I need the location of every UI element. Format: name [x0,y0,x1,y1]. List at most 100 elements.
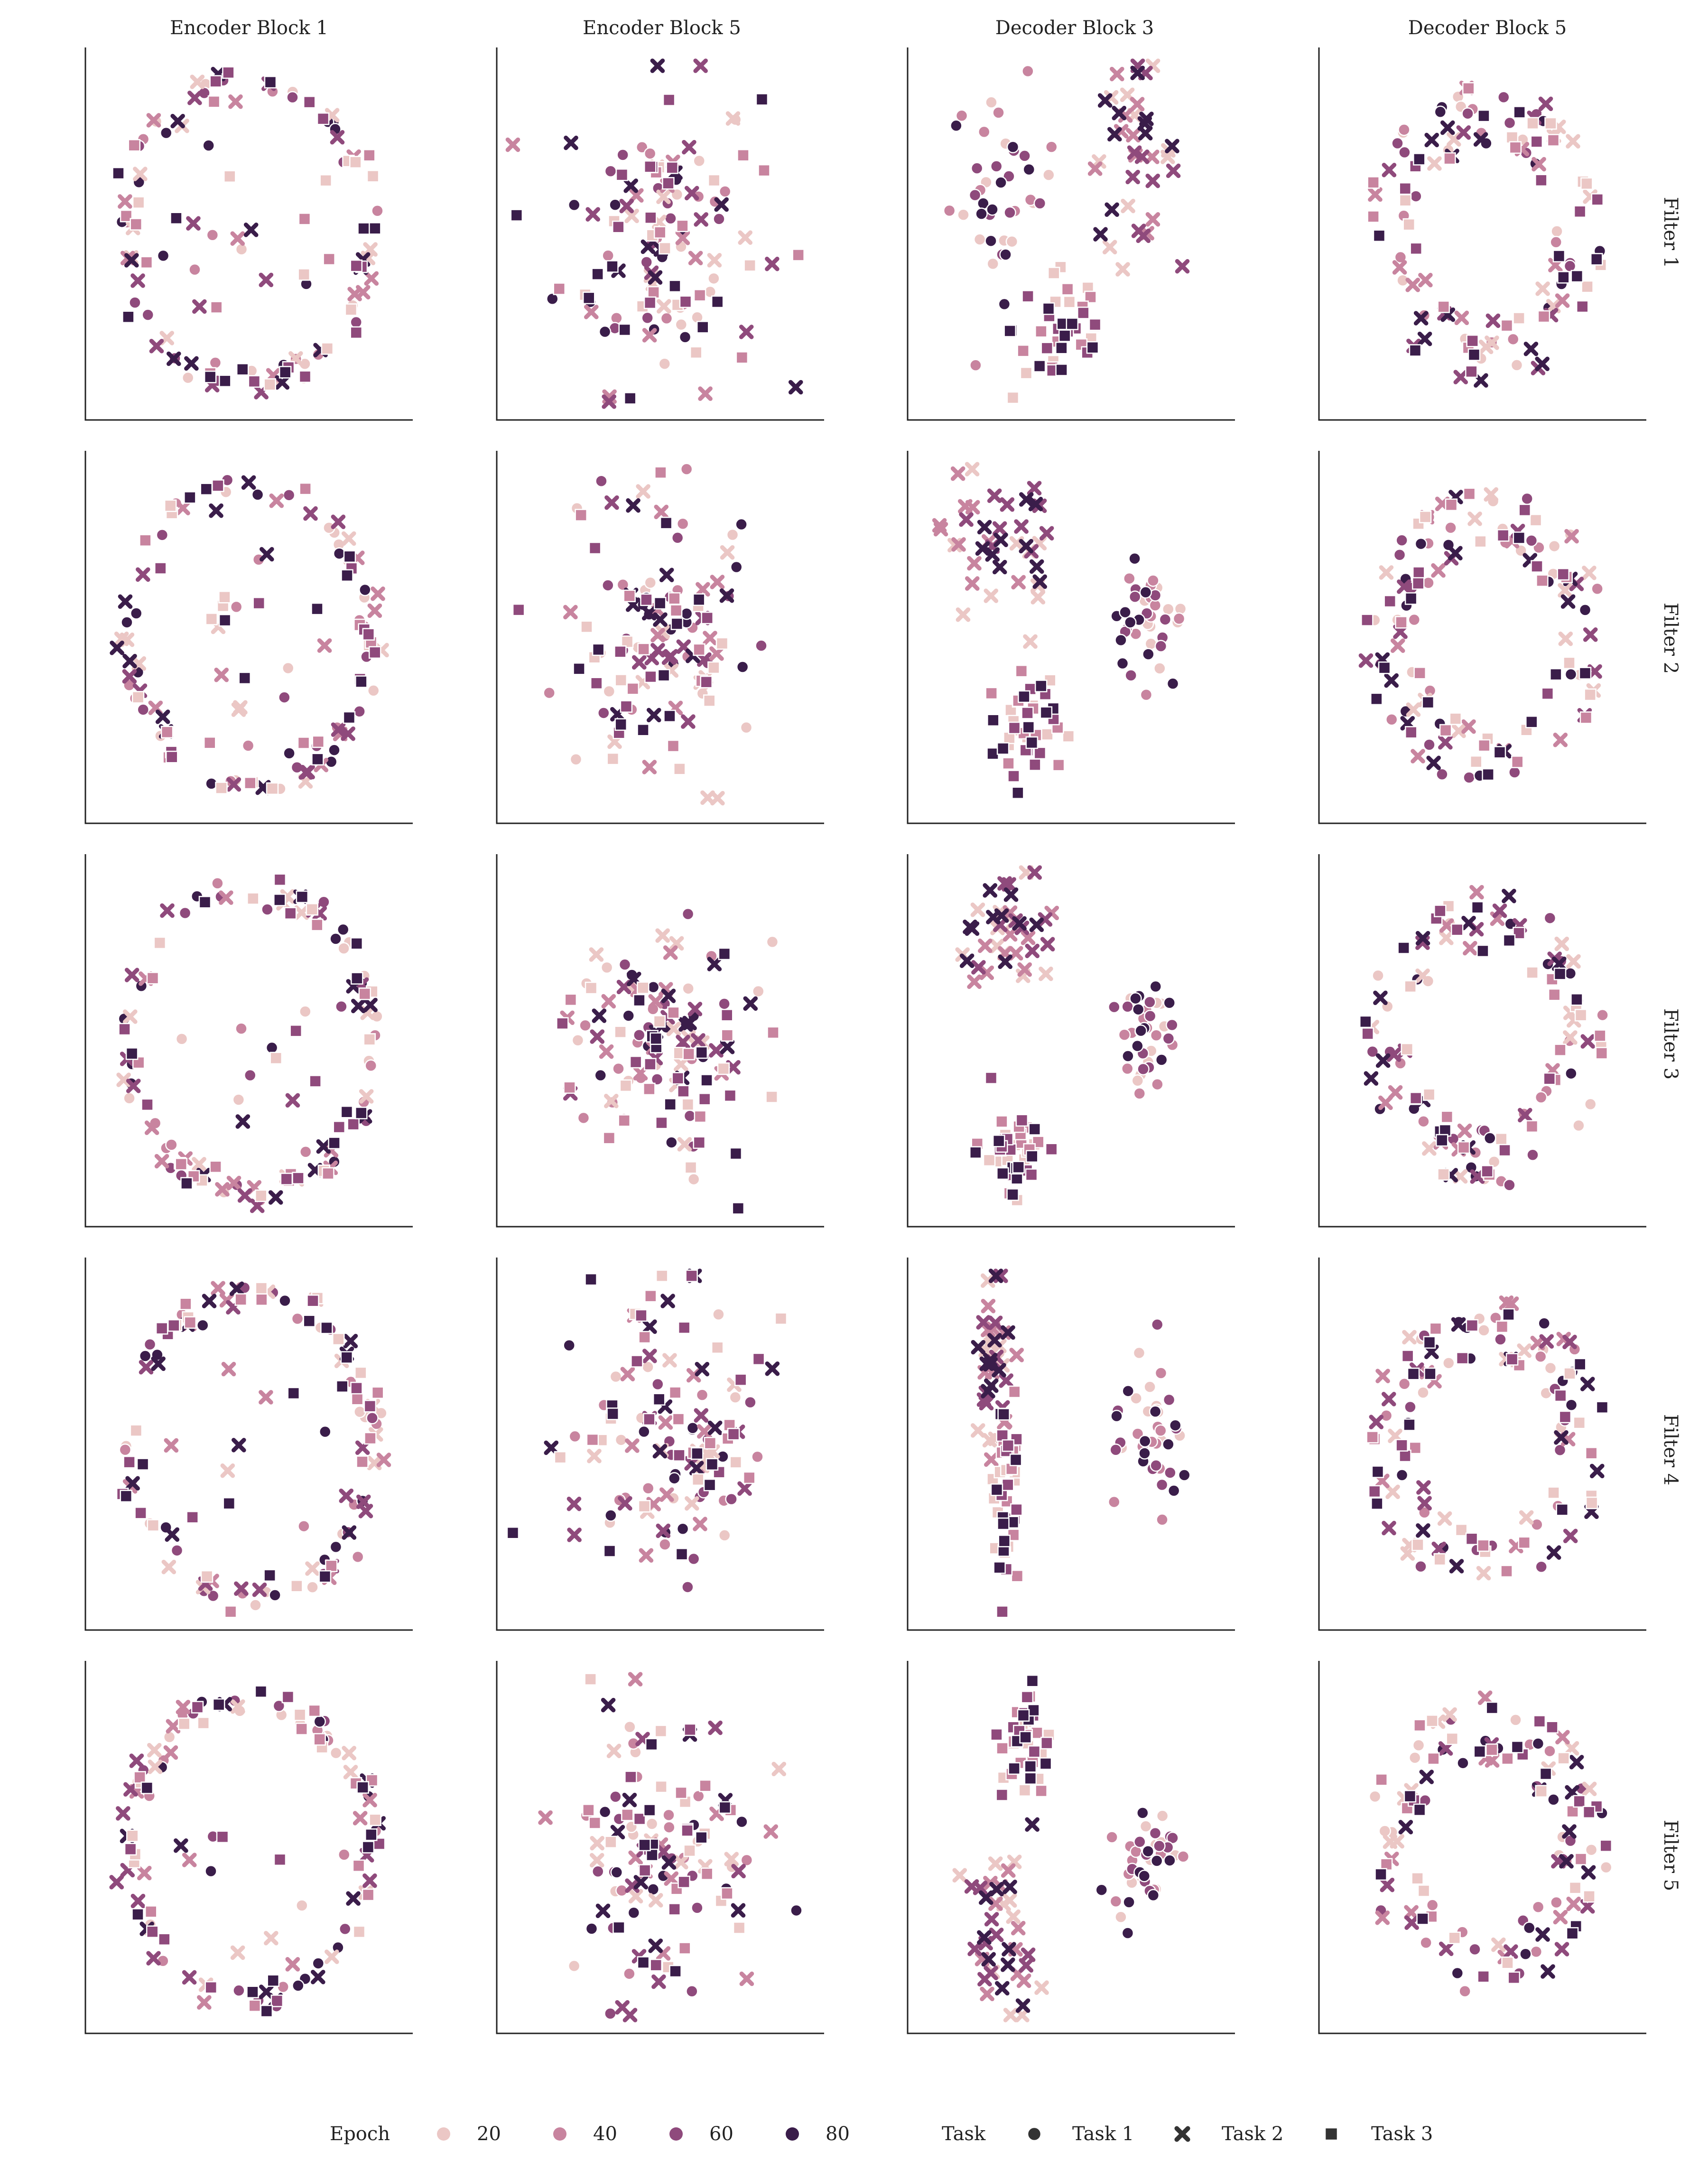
point-task1-epoch40 [1420,1936,1432,1949]
point-task1-epoch80 [292,1979,305,1992]
point-task3-epoch40 [1443,152,1456,165]
point-task2-epoch80 [642,1319,657,1334]
point-task3-epoch40 [667,739,680,753]
point-task3-epoch60 [1466,335,1479,347]
point-task1-epoch20 [726,528,739,541]
axis-spine [84,1258,413,1631]
point-task2-epoch60 [973,1881,988,1895]
point-task2-epoch40 [675,231,690,245]
legend-task3-marker [1324,2127,1338,2141]
point-task1-epoch20 [1368,1790,1382,1803]
axis-spine [907,1661,1235,2034]
point-task2-epoch20 [231,1699,245,1714]
point-task1-epoch20 [740,721,753,734]
point-task3-epoch20 [255,1189,268,1202]
point-task3-epoch80 [1009,1454,1022,1466]
point-task1-epoch20 [567,1959,581,1973]
panel-r3-c3 [907,854,1235,1228]
point-task2-epoch60 [339,1488,354,1503]
point-task3-epoch20 [1526,966,1539,979]
point-task1-epoch60 [1414,1560,1427,1573]
point-task3-epoch20 [614,674,628,687]
point-task2-epoch60 [984,1966,998,1981]
point-task1-epoch20 [123,1092,136,1105]
legend-hue-label-40: 40 [593,2123,617,2145]
point-task2-epoch40 [664,1871,679,1886]
point-task3-epoch60 [662,177,675,190]
point-task3-epoch60 [141,1098,154,1111]
point-task1-epoch60 [1391,137,1404,150]
point-task1-epoch40 [1107,1495,1121,1509]
point-task3-epoch40 [1554,1044,1567,1056]
column-titles: Encoder Block 1 Encoder Block 5 Decoder … [170,17,1567,39]
point-task3-epoch60 [1546,1721,1559,1733]
point-task2-epoch60 [130,273,145,288]
point-task2-epoch20 [1439,931,1454,945]
point-task3-epoch80 [356,1781,369,1794]
point-task1-epoch80 [1565,1398,1578,1411]
point-task1-epoch80 [1532,1737,1545,1750]
point-task2-epoch80 [1416,1523,1430,1538]
point-task2-epoch60 [1382,162,1397,177]
point-task1-epoch20 [306,1581,319,1593]
point-task1-epoch40 [277,1980,289,1994]
point-task1-epoch20 [600,961,613,974]
point-task3-epoch40 [996,1742,1009,1755]
panel-r1-c1 [84,47,413,421]
point-task2-epoch80 [1165,139,1179,154]
point-task1-epoch40 [1154,1424,1167,1437]
point-task1-epoch40 [577,1111,590,1125]
point-task1-epoch60 [1404,1400,1417,1414]
point-task1-epoch80 [1134,1024,1147,1037]
point-task3-epoch40 [1477,1539,1490,1552]
point-task1-epoch60 [609,1790,622,1803]
point-task1-epoch20 [957,208,970,221]
legend-task1-glyph [1027,2126,1042,2142]
legend-style-label-task1: Task 1 [1072,2123,1134,2145]
point-task3-epoch60 [350,1381,363,1395]
point-task1-epoch20 [1544,1361,1557,1375]
point-task3-epoch80 [1407,1368,1420,1380]
point-task3-epoch60 [631,1355,643,1368]
point-task1-epoch40 [1596,1008,1609,1022]
point-task2-epoch40 [1388,1085,1403,1100]
point-task1-epoch60 [1366,1045,1379,1058]
point-task2-epoch80 [987,1333,1002,1348]
point-task1-epoch80 [251,488,264,501]
point-task1-epoch80 [676,1522,689,1536]
point-task2-epoch80 [1025,1817,1040,1832]
point-task3-epoch60 [284,907,297,920]
point-task2-epoch20 [230,1945,245,1960]
point-task1-epoch80 [1123,1896,1135,1909]
point-task1-epoch60 [350,316,362,329]
point-task2-epoch40 [1126,128,1141,143]
point-task3-epoch40 [1477,739,1491,752]
point-task3-epoch40 [668,592,681,605]
point-task1-epoch60 [687,1552,700,1565]
point-task3-epoch60 [727,1427,740,1441]
point-task3-epoch20 [1474,535,1487,548]
point-task1-epoch80 [312,1957,325,1970]
point-task1-epoch40 [1398,1378,1411,1390]
point-task3-epoch60 [248,375,261,388]
point-task2-epoch20 [192,1157,206,1172]
point-task1-epoch40 [1531,1518,1543,1531]
point-task1-epoch80 [1124,616,1137,629]
point-task1-epoch80 [313,1715,326,1728]
point-task3-epoch80 [1424,1367,1437,1380]
point-task2-epoch40 [154,1154,169,1169]
point-task2-epoch60 [234,1581,249,1596]
point-task1-epoch80 [1457,1757,1469,1770]
point-task2-epoch20 [294,905,309,920]
point-task2-epoch40 [538,1810,553,1825]
point-task2-epoch60 [1027,481,1042,495]
point-task3-epoch40 [669,604,683,617]
point-task2-epoch80 [1581,1865,1596,1880]
point-task1-epoch20 [337,942,350,955]
point-task2-epoch40 [739,1971,754,1986]
point-task2-epoch40 [710,575,725,589]
point-task3-epoch20 [711,1341,724,1354]
point-task2-epoch40 [1017,962,1032,977]
point-task1-epoch60 [1436,768,1448,781]
point-task3-epoch80 [365,1828,378,1841]
